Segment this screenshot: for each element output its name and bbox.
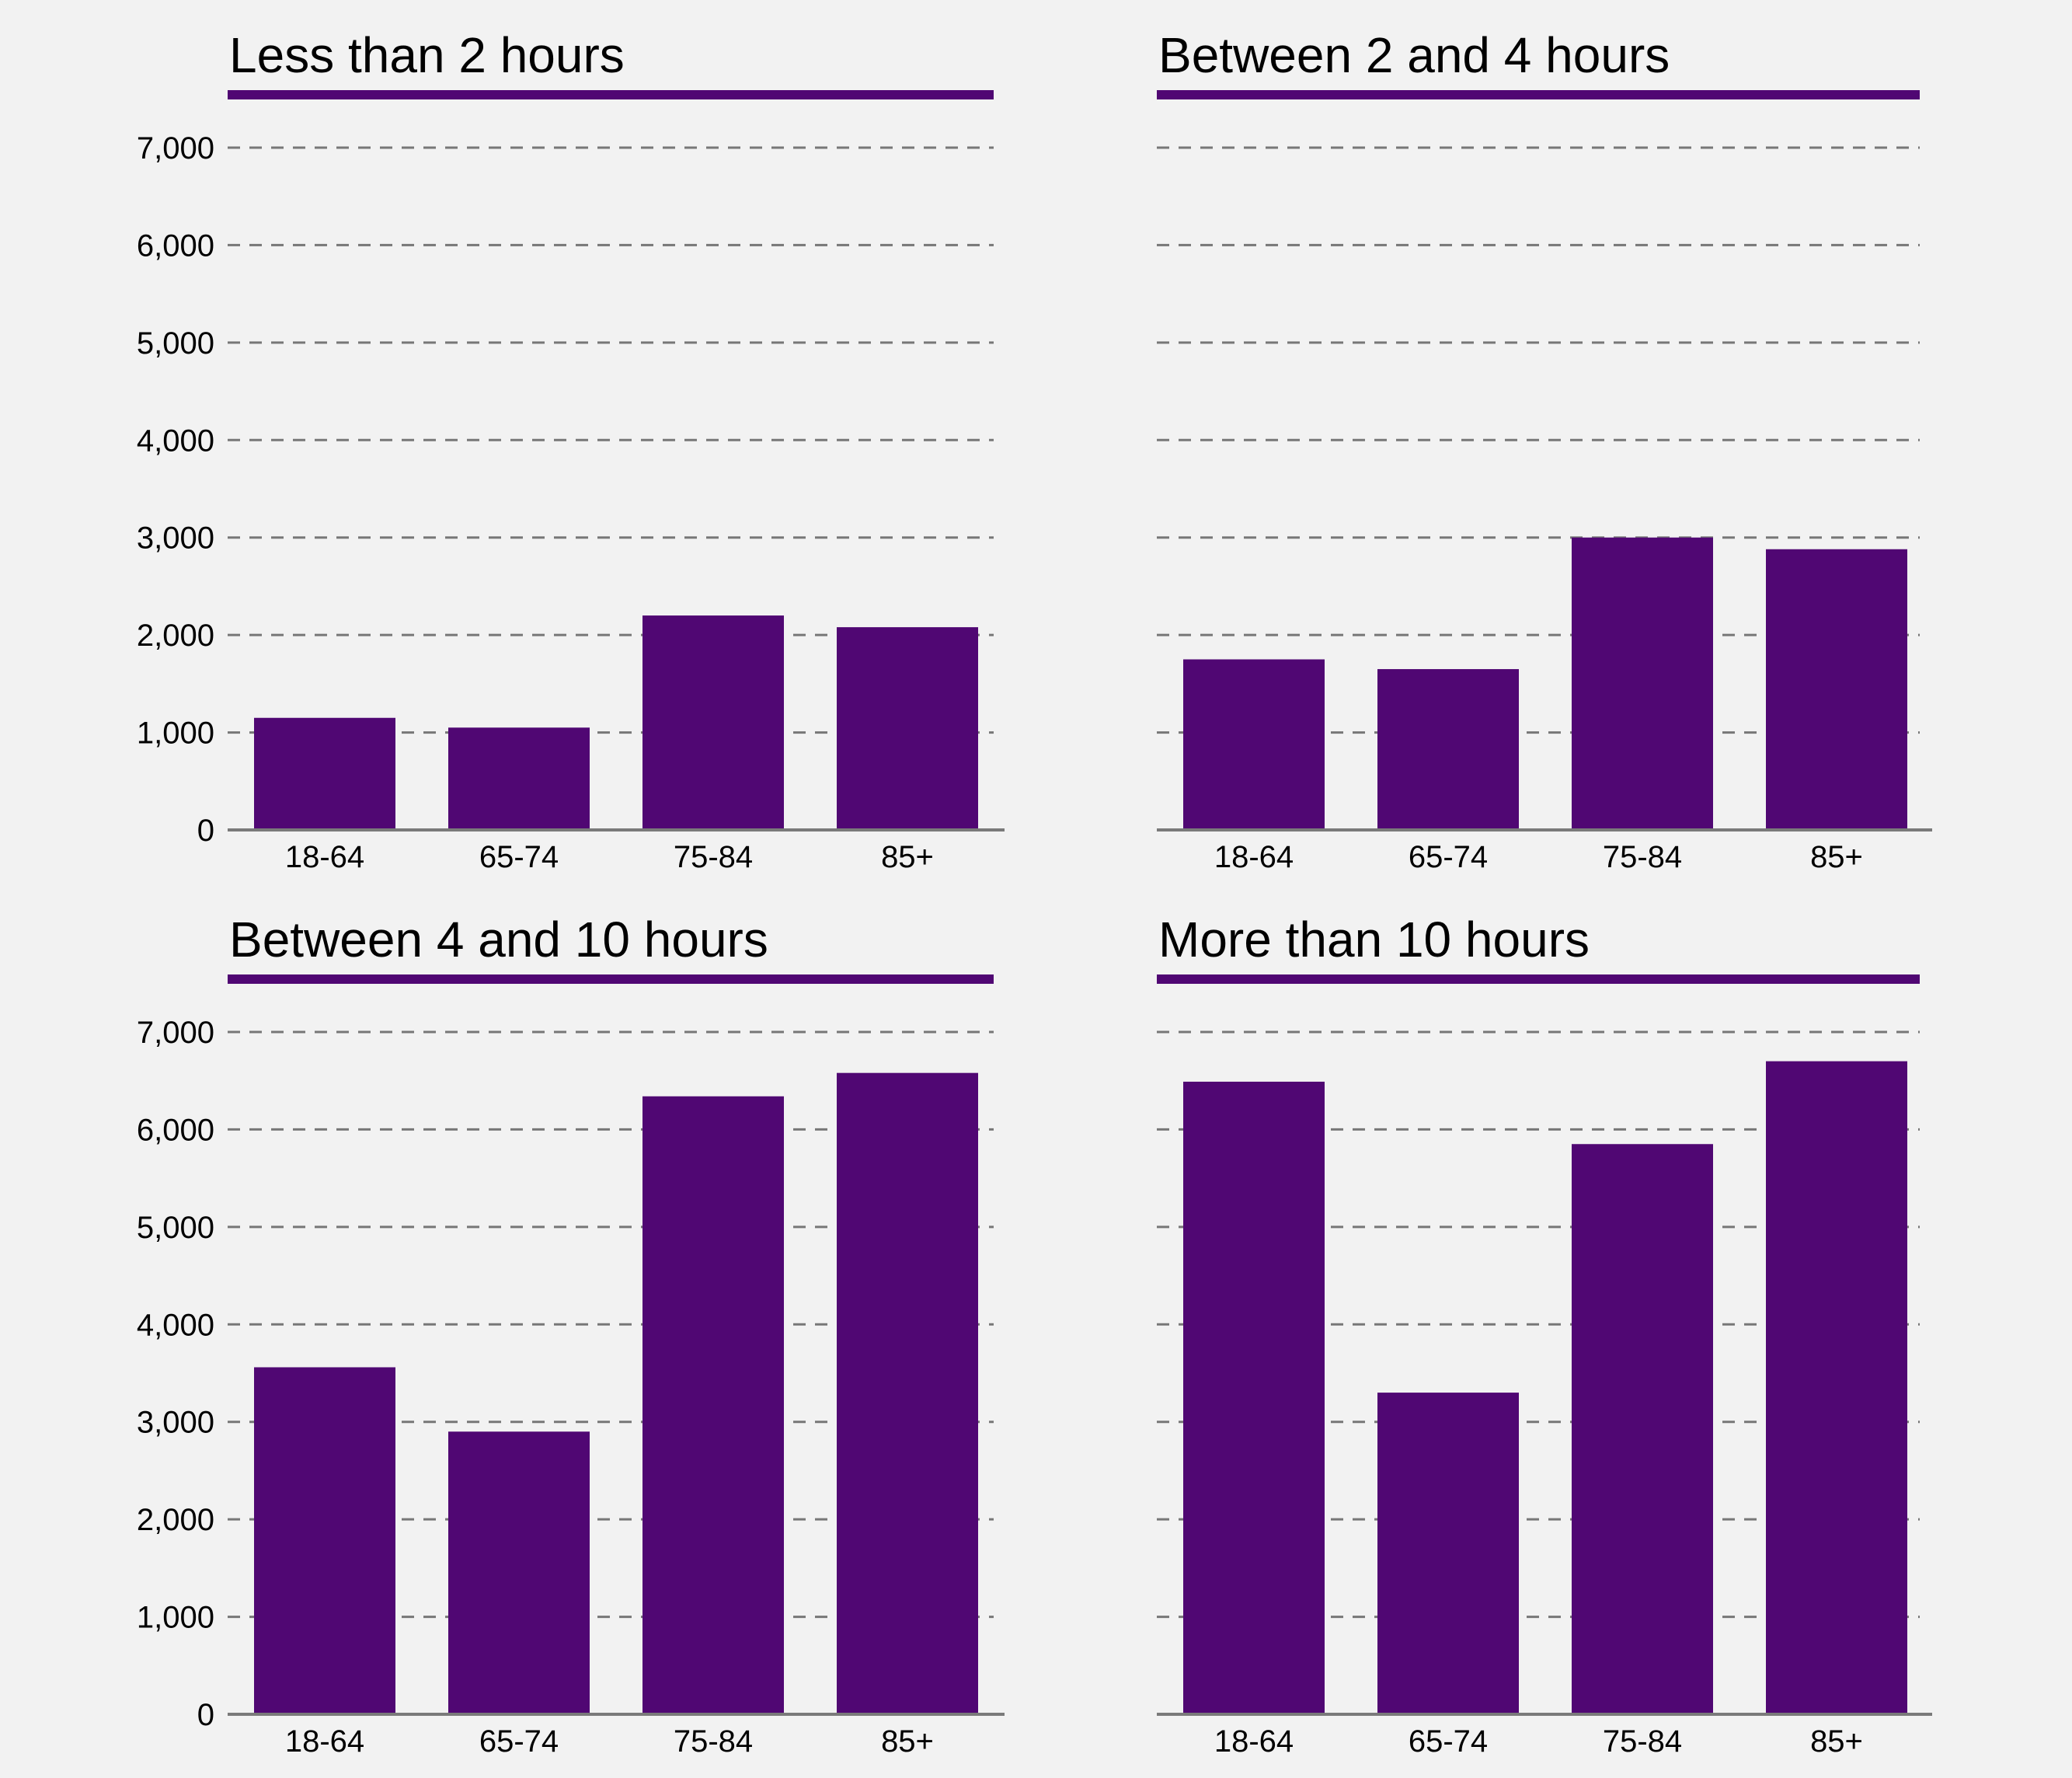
x-tick-label: 85+ bbox=[1810, 840, 1863, 874]
bar-75-84 bbox=[1572, 1144, 1713, 1714]
y-tick-label: 6,000 bbox=[137, 228, 214, 263]
y-tick-label: 6,000 bbox=[137, 1113, 214, 1147]
x-tick-label: 75-84 bbox=[674, 1724, 753, 1759]
panel-title: More than 10 hours bbox=[1158, 912, 1590, 967]
bar-18-64 bbox=[1183, 1081, 1325, 1714]
panel-between-2-and-4-hours: Between 2 and 4 hours 18-64 65-74 75-84 85+ bbox=[1157, 27, 1932, 874]
x-tick-label: 85+ bbox=[881, 840, 934, 874]
x-tick-label: 65-74 bbox=[1409, 840, 1488, 874]
bar-75-84 bbox=[1572, 537, 1713, 830]
bar-18-64 bbox=[254, 717, 395, 830]
x-tick-label: 65-74 bbox=[479, 840, 559, 874]
y-tick-label: 3,000 bbox=[137, 1406, 214, 1440]
panel-title: Less than 2 hours bbox=[229, 27, 625, 83]
x-tick-label: 18-64 bbox=[1214, 840, 1294, 874]
x-tick-label: 18-64 bbox=[285, 840, 364, 874]
bar-85 bbox=[837, 627, 978, 830]
y-tick-label: 2,000 bbox=[137, 619, 214, 653]
x-tick-label: 18-64 bbox=[1214, 1724, 1294, 1759]
y-tick-label: 7,000 bbox=[137, 1016, 214, 1050]
y-tick-label: 3,000 bbox=[137, 521, 214, 556]
y-tick-label: 2,000 bbox=[137, 1503, 214, 1537]
x-tick-label: 85+ bbox=[1810, 1724, 1863, 1759]
bar-85 bbox=[837, 1072, 978, 1714]
bar-65-74 bbox=[448, 727, 590, 830]
y-tick-label: 7,000 bbox=[137, 131, 214, 166]
bar-75-84 bbox=[642, 1096, 784, 1714]
x-tick-label: 75-84 bbox=[674, 840, 753, 874]
y-tick-label: 5,000 bbox=[137, 326, 214, 361]
y-tick-label: 1,000 bbox=[137, 1601, 214, 1635]
y-tick-label: 0 bbox=[197, 814, 214, 848]
bar-75-84 bbox=[642, 615, 784, 830]
panel-less-than-2-hours: Less than 2 hours 0 1,000 2,000 3,000 4,000 5,… bbox=[137, 27, 1005, 874]
bar-18-64 bbox=[254, 1367, 395, 1714]
panel-title: Between 4 and 10 hours bbox=[229, 912, 768, 967]
bar-85 bbox=[1766, 549, 1907, 830]
y-tick-label: 4,000 bbox=[137, 424, 214, 458]
x-tick-label: 18-64 bbox=[285, 1724, 364, 1759]
x-tick-label: 85+ bbox=[881, 1724, 934, 1759]
y-tick-label: 5,000 bbox=[137, 1211, 214, 1245]
panel-more-than-10-hours: More than 10 hours 18-64 65-74 75-84 85+ bbox=[1157, 912, 1932, 1759]
x-tick-label: 65-74 bbox=[1409, 1724, 1488, 1759]
bar-65-74 bbox=[1377, 1393, 1519, 1714]
panel-between-4-and-10-hours: Between 4 and 10 hours 0 1,000 2,000 3,000 4,… bbox=[137, 912, 1005, 1759]
x-tick-label: 75-84 bbox=[1603, 840, 1682, 874]
bar-65-74 bbox=[448, 1431, 590, 1714]
x-tick-label: 75-84 bbox=[1603, 1724, 1682, 1759]
bar-65-74 bbox=[1377, 669, 1519, 830]
bar-85 bbox=[1766, 1061, 1907, 1714]
x-tick-label: 65-74 bbox=[479, 1724, 559, 1759]
y-tick-label: 0 bbox=[197, 1698, 214, 1732]
bar-18-64 bbox=[1183, 659, 1325, 830]
panel-title: Between 2 and 4 hours bbox=[1158, 27, 1670, 83]
y-tick-label: 1,000 bbox=[137, 716, 214, 751]
y-tick-label: 4,000 bbox=[137, 1308, 214, 1342]
